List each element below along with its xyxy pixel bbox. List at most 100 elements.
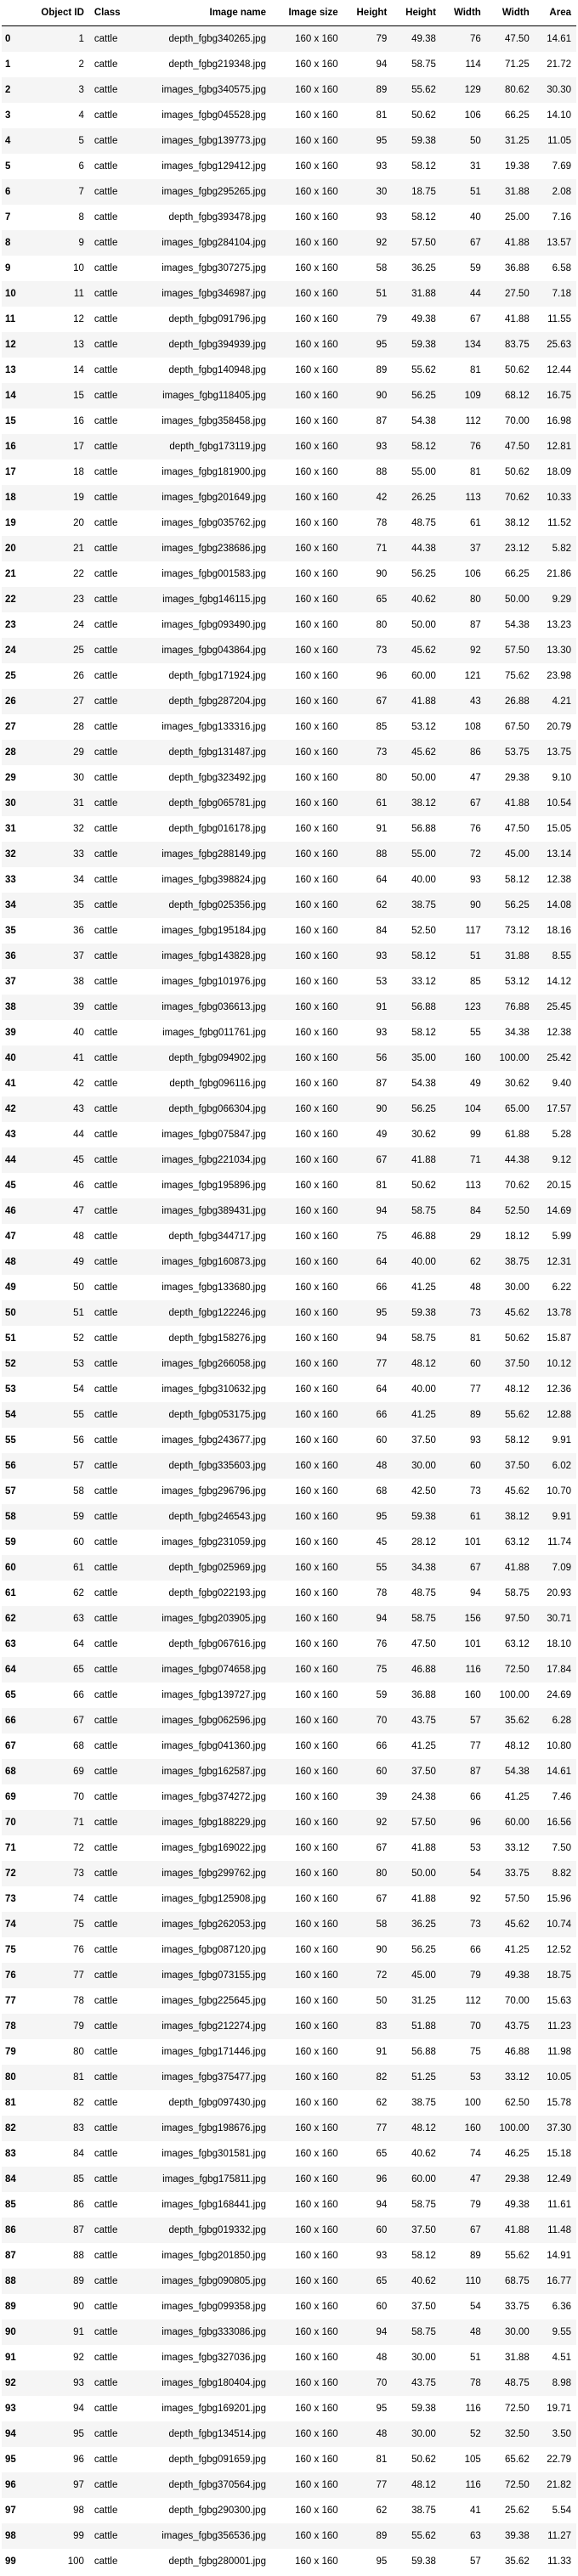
height-pct-cell: 58.75: [411, 2327, 436, 2337]
width-px-cell: 70: [470, 2021, 481, 2032]
image-name-cell: depth_fgbg393478.jpg: [168, 212, 266, 223]
image-size-cell: 160 x 160: [295, 875, 338, 885]
height-pct-cell: 31.88: [411, 289, 436, 299]
class-cell: cattle: [94, 2251, 118, 2261]
row-index: 84: [5, 2174, 16, 2184]
area-cell: 12.36: [547, 1384, 571, 1395]
height-pct-cell: 45.62: [411, 645, 436, 656]
width-px-cell: 92: [470, 1894, 481, 1904]
image-size-cell: 160 x 160: [295, 1359, 338, 1369]
object-id-cell: 26: [73, 671, 84, 681]
class-cell: cattle: [94, 1232, 118, 1242]
height-pct-cell: 55.62: [411, 2531, 436, 2541]
height-px-cell: 78: [376, 1588, 388, 1598]
height-px-cell: 83: [376, 2021, 388, 2032]
area-cell: 25.42: [547, 1053, 571, 1063]
row-index: 37: [5, 977, 16, 987]
class-cell: cattle: [94, 1155, 118, 1165]
area-cell: 10.33: [547, 493, 571, 503]
height-pct-cell: 41.88: [411, 1894, 436, 1904]
image-size-cell: 160 x 160: [295, 1945, 338, 1955]
height-pct-cell: 58.12: [411, 161, 436, 172]
row-index: 69: [5, 1792, 16, 1802]
area-cell: 14.61: [547, 34, 571, 44]
height-pct-cell: 36.88: [411, 1690, 436, 1700]
width-pct-cell: 38.12: [504, 1512, 530, 1522]
width-px-cell: 77: [470, 1384, 481, 1395]
image-name-cell: depth_fgbg131487.jpg: [168, 747, 266, 758]
width-pct-cell: 100.00: [499, 1690, 530, 1700]
class-cell: cattle: [94, 1461, 118, 1471]
class-header: Class: [88, 0, 133, 26]
width-pct-cell: 63.12: [504, 1639, 530, 1649]
row-index: 13: [5, 365, 16, 375]
image-name-cell: images_fgbg169022.jpg: [162, 1843, 266, 1853]
area-cell: 5.82: [552, 544, 571, 554]
height-pct-cell: 58.75: [411, 59, 436, 70]
object-id-cell: 99: [73, 2531, 84, 2541]
area-cell: 10.74: [547, 1919, 571, 1930]
height-px-cell: 53: [376, 977, 388, 987]
height-pct-cell: 54.38: [411, 416, 436, 426]
height-px-cell: 58: [376, 263, 388, 273]
area-cell: 10.70: [547, 1486, 571, 1497]
table-row: 45 46 cattle images_fgbg195896.jpg 160 x 160…: [2, 1173, 576, 1198]
object-id-cell: 11: [73, 289, 84, 299]
height-pct-cell: 48.12: [411, 1359, 436, 1369]
table-row: 35 36 cattle images_fgbg195184.jpg 160 x 160…: [2, 918, 576, 944]
image-size-cell: 160 x 160: [295, 2123, 338, 2134]
image-name-cell: images_fgbg074658.jpg: [162, 1665, 266, 1675]
image-size-cell: 160 x 160: [295, 1741, 338, 1751]
height-pct-cell: 38.75: [411, 2098, 436, 2108]
height-px-cell: 67: [376, 1155, 388, 1165]
width-px-cell: 54: [470, 1869, 481, 1879]
table-row: 55 56 cattle images_fgbg243677.jpg 160 x 160…: [2, 1428, 576, 1453]
image-size-cell: 160 x 160: [295, 1818, 338, 1828]
object-id-cell: 87: [73, 2225, 84, 2235]
image-size-cell: 160 x 160: [295, 1537, 338, 1547]
height-px-cell: 93: [376, 212, 388, 223]
row-index: 98: [5, 2531, 16, 2541]
object-id-cell: 7: [78, 187, 84, 197]
width-pct-cell: 50.62: [504, 467, 530, 477]
object-id-cell: 62: [73, 1588, 84, 1598]
image-size-cell: 160 x 160: [295, 1792, 338, 1802]
height-pct-cell: 55.62: [411, 365, 436, 375]
class-cell: cattle: [94, 467, 118, 477]
width-pct-cell: 37.50: [504, 1359, 530, 1369]
width-pct-cell: 33.12: [504, 1843, 530, 1853]
image-name-cell: images_fgbg133316.jpg: [162, 722, 266, 732]
height-pct-cell: 38.75: [411, 2506, 436, 2516]
width-pct-cell: 75.62: [504, 671, 530, 681]
height-pct-cell: 37.50: [411, 2225, 436, 2235]
table-row: 15 16 cattle images_fgbg358458.jpg 160 x 160…: [2, 409, 576, 434]
class-cell: cattle: [94, 849, 118, 860]
class-cell: cattle: [94, 416, 118, 426]
image-name-cell: images_fgbg221034.jpg: [162, 1155, 266, 1165]
width-px-cell: 93: [470, 1435, 481, 1446]
image-name-cell: images_fgbg243677.jpg: [162, 1435, 266, 1446]
height-pct-cell: 58.75: [411, 1333, 436, 1344]
class-cell: cattle: [94, 1130, 118, 1140]
image-name-cell: images_fgbg062596.jpg: [162, 1716, 266, 1726]
width-pct-cell: 43.75: [504, 2021, 530, 2032]
object-id-cell: 18: [73, 467, 84, 477]
class-cell: cattle: [94, 900, 118, 910]
image-size-cell: 160 x 160: [295, 1996, 338, 2006]
area-cell: 7.18: [552, 289, 571, 299]
image-name-cell: images_fgbg299762.jpg: [162, 1869, 266, 1879]
image-name-cell: images_fgbg307275.jpg: [162, 263, 266, 273]
width-pct-cell: 83.75: [504, 340, 530, 350]
image-name-cell: images_fgbg301581.jpg: [162, 2149, 266, 2159]
width-pct-cell: 73.12: [504, 926, 530, 936]
table-row: 40 41 cattle depth_fgbg094902.jpg 160 x 160 5…: [2, 1046, 576, 1071]
table-row: 22 23 cattle images_fgbg146115.jpg 160 x 160…: [2, 587, 576, 612]
width-pct-cell: 41.25: [504, 1792, 530, 1802]
width-pct-cell: 57.50: [504, 645, 530, 656]
image-size-cell: 160 x 160: [295, 1053, 338, 1063]
row-index: 45: [5, 1181, 16, 1191]
area-cell: 12.88: [547, 1410, 571, 1420]
width-px-cell: 93: [470, 875, 481, 885]
row-index: 88: [5, 2276, 16, 2286]
image-name-cell: depth_fgbg122246.jpg: [168, 1308, 266, 1318]
